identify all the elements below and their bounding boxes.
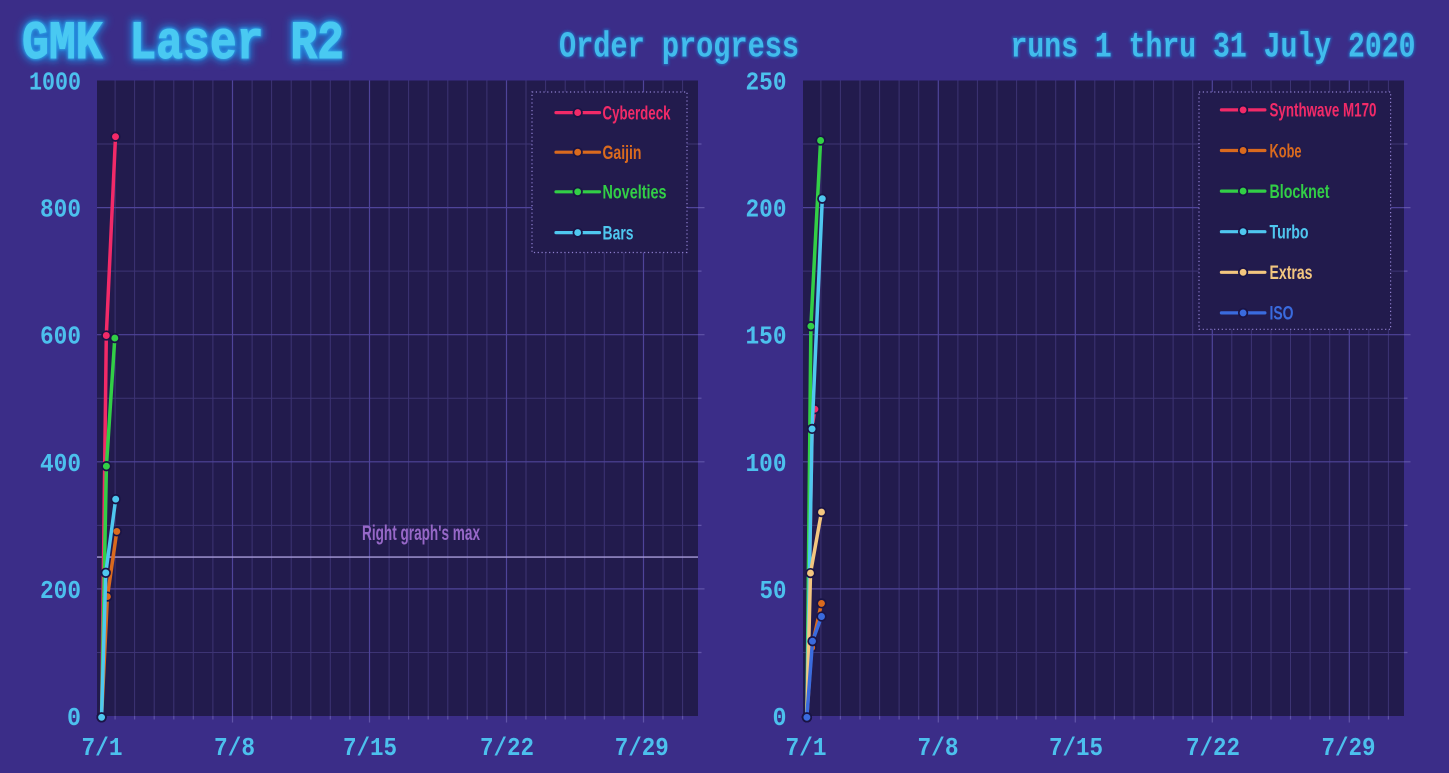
svg-text:runs 1 thru 31 July 2020: runs 1 thru 31 July 2020 [1011, 28, 1416, 68]
svg-text:Right graph's max: Right graph's max [362, 522, 480, 545]
svg-text:GMK Laser R2: GMK Laser R2 [22, 14, 344, 75]
svg-text:7/29: 7/29 [1322, 733, 1376, 763]
svg-text:150: 150 [746, 322, 787, 352]
svg-text:Order progress: Order progress [559, 27, 799, 68]
svg-text:Synthwave M170: Synthwave M170 [1270, 101, 1377, 122]
svg-text:1000: 1000 [29, 68, 81, 98]
svg-text:GMK Laser R2: GMK Laser R2 [22, 14, 344, 75]
svg-text:7/15: 7/15 [343, 733, 397, 763]
svg-text:Novelties: Novelties [603, 183, 667, 204]
svg-text:400: 400 [40, 449, 81, 479]
svg-text:7/1: 7/1 [786, 733, 827, 763]
svg-text:250: 250 [746, 68, 787, 98]
svg-text:Turbo: Turbo [1270, 223, 1309, 244]
svg-text:0: 0 [773, 703, 787, 733]
svg-text:Cyberdeck: Cyberdeck [603, 103, 671, 124]
svg-text:GMK Laser R2: GMK Laser R2 [22, 14, 344, 75]
svg-text:Order progress: Order progress [559, 27, 799, 68]
svg-text:Kobe: Kobe [1270, 141, 1302, 162]
svg-text:100: 100 [746, 449, 787, 479]
svg-text:7/8: 7/8 [918, 733, 959, 763]
svg-text:runs 1 thru 31 July 2020: runs 1 thru 31 July 2020 [1011, 28, 1416, 68]
svg-text:7/29: 7/29 [615, 733, 669, 763]
svg-text:ISO: ISO [1270, 304, 1294, 325]
svg-text:Gaijin: Gaijin [603, 143, 642, 164]
svg-text:Blocknet: Blocknet [1270, 182, 1330, 203]
svg-text:0: 0 [67, 703, 81, 733]
svg-text:800: 800 [40, 195, 81, 225]
svg-text:50: 50 [760, 576, 787, 606]
svg-text:Bars: Bars [603, 223, 634, 244]
svg-text:Extras: Extras [1270, 263, 1313, 284]
svg-text:200: 200 [746, 195, 787, 225]
svg-text:7/22: 7/22 [480, 733, 534, 763]
svg-text:7/15: 7/15 [1049, 733, 1103, 763]
svg-text:600: 600 [40, 322, 81, 352]
svg-text:7/22: 7/22 [1186, 733, 1240, 763]
svg-text:7/8: 7/8 [214, 733, 255, 763]
svg-text:7/1: 7/1 [82, 733, 123, 763]
svg-text:200: 200 [40, 576, 81, 606]
